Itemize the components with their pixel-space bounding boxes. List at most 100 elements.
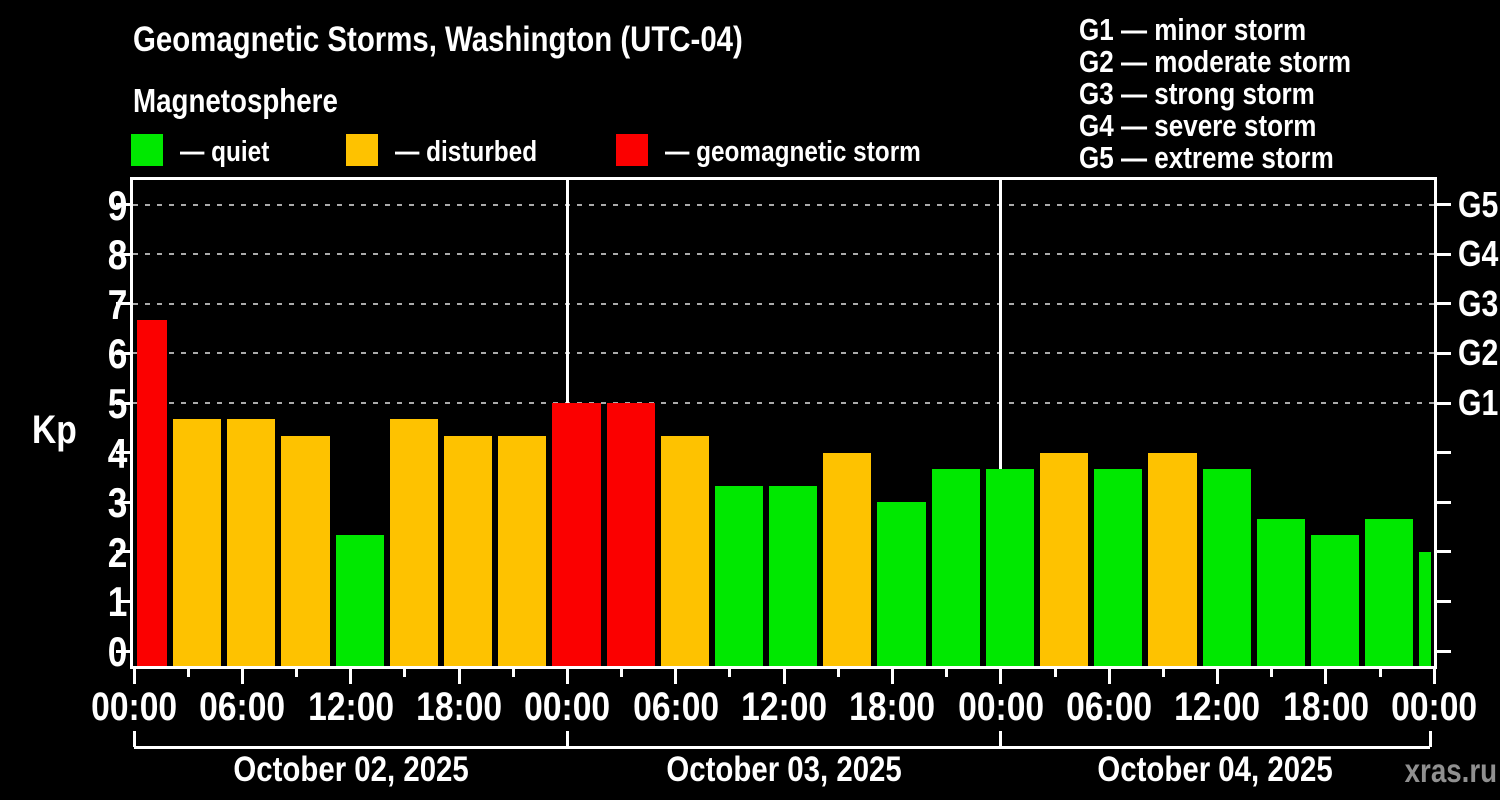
x-axis-minor-tick	[1161, 669, 1165, 677]
date-label-text: October 02, 2025	[233, 750, 469, 789]
right-axis-tick	[1437, 203, 1451, 207]
y-axis-tick	[116, 302, 130, 306]
x-axis-minor-tick	[620, 669, 624, 677]
y-axis-tick-label-text: 7	[107, 280, 127, 328]
kp-bar	[281, 436, 330, 666]
x-axis-major-tick	[782, 669, 786, 684]
storm-legend-label: — geomagnetic storm	[665, 136, 970, 169]
x-axis-major-tick	[891, 669, 895, 684]
x-axis-minor-tick	[1053, 669, 1057, 677]
y-axis-tick	[116, 252, 130, 256]
x-axis-tick-label: 00:00	[931, 685, 1071, 730]
date-label: October 04, 2025	[995, 750, 1435, 790]
kp-bar	[769, 485, 818, 666]
kp-bar	[389, 419, 438, 666]
g3-legend-item: G3 — strong storm	[1079, 78, 1360, 110]
gridline-kp8	[133, 253, 1434, 256]
kp-bar	[714, 485, 764, 666]
right-axis-tick	[1437, 401, 1451, 405]
date-bracket	[134, 746, 1430, 749]
kp-bar	[660, 436, 709, 666]
g4-legend-text: G4 — severe storm	[1079, 108, 1317, 143]
y-axis-tick-label: 1	[57, 578, 127, 626]
disturbed-legend-label: — disturbed	[395, 136, 564, 169]
y-axis-tick-label-text: 4	[107, 429, 127, 477]
x-axis-tick-label: 00:00	[64, 685, 204, 730]
g1-legend-text: G1 — minor storm	[1079, 12, 1307, 47]
x-axis-tick-label-text: 12:00	[307, 685, 394, 729]
x-axis-major-tick	[240, 669, 244, 684]
g2-legend-item: G2 — moderate storm	[1079, 46, 1403, 78]
g2-legend-text: G2 — moderate storm	[1079, 44, 1352, 79]
storm-legend-label-text: — geomagnetic storm	[665, 136, 921, 168]
g3-legend-text: G3 — strong storm	[1079, 76, 1315, 111]
y-axis-tick-label-text: 9	[107, 181, 127, 229]
page-title-text: Geomagnetic Storms, Washington (UTC-04)	[133, 20, 743, 59]
x-axis-major-tick	[132, 669, 136, 684]
quiet-legend-swatch	[131, 134, 163, 166]
y-axis-tick-label-text: 6	[107, 330, 127, 378]
date-bracket-tick	[565, 731, 569, 747]
right-axis-tick	[1437, 302, 1451, 306]
x-axis-tick-label-text: 00:00	[524, 685, 611, 729]
storm-legend-swatch	[616, 134, 648, 166]
x-axis-minor-tick	[728, 669, 732, 677]
kp-bar	[1202, 468, 1251, 666]
x-axis-tick-label: 00:00	[497, 685, 637, 730]
kp-bar	[227, 419, 276, 666]
date-label: October 03, 2025	[564, 750, 1004, 790]
y-axis-tick-label: 4	[57, 430, 127, 478]
x-axis-tick-label-text: 06:00	[632, 685, 719, 729]
y-axis-tick	[116, 649, 130, 653]
kp-bar	[1419, 551, 1432, 666]
y-axis-tick-label: 7	[57, 281, 127, 329]
x-axis-minor-tick	[511, 669, 515, 677]
x-axis-minor-tick	[1270, 669, 1274, 677]
right-axis-tick	[1437, 451, 1451, 455]
x-axis-minor-tick	[186, 669, 190, 677]
y-axis-tick-label-text: 0	[107, 628, 127, 675]
right-axis-tick	[1437, 500, 1451, 504]
y-axis-tick-label: 2	[57, 529, 127, 577]
x-axis-tick-label: 06:00	[606, 685, 746, 730]
x-axis-minor-tick	[945, 669, 949, 677]
chart-subtitle: Magnetosphere	[133, 82, 377, 120]
x-axis-major-tick	[1216, 669, 1220, 684]
disturbed-legend-swatch	[346, 134, 378, 166]
x-axis-tick-label: 12:00	[1148, 685, 1288, 730]
x-axis-tick-label-text: 00:00	[91, 685, 177, 729]
x-axis-tick-label-text: 06:00	[1066, 685, 1153, 729]
kp-bar	[1148, 452, 1197, 666]
x-axis-major-tick	[349, 669, 353, 684]
date-label-text: October 03, 2025	[666, 750, 902, 789]
g-scale-tick-label: G5	[1458, 184, 1500, 226]
x-axis-tick-label: 18:00	[389, 685, 529, 730]
y-axis-tick-label: 0	[57, 628, 127, 676]
x-axis-tick-label-text: 12:00	[1174, 685, 1261, 729]
y-axis-tick-label-text: 8	[107, 231, 127, 279]
quiet-legend-label-text: — quiet	[180, 136, 270, 168]
x-axis-major-tick	[565, 669, 569, 684]
x-axis-minor-tick	[1378, 669, 1382, 677]
x-axis-tick-label: 18:00	[1256, 685, 1396, 730]
right-axis-tick	[1437, 252, 1451, 256]
g-scale-tick-label: G4	[1458, 233, 1500, 275]
kp-bar	[552, 403, 601, 666]
g-scale-tick-label-text: G1	[1458, 382, 1499, 423]
kp-bar	[1256, 518, 1305, 666]
gridline-kp6	[133, 352, 1434, 355]
y-axis-tick-label: 6	[57, 330, 127, 378]
kp-bar	[1365, 518, 1414, 666]
x-axis-tick-label: 18:00	[823, 685, 963, 730]
watermark: xras.ru	[1387, 752, 1497, 790]
x-axis-major-tick	[1432, 669, 1436, 684]
gridline-kp9	[133, 203, 1434, 206]
y-axis-tick-label-text: 1	[107, 578, 127, 626]
g1-legend-item: G1 — minor storm	[1079, 14, 1349, 46]
kp-bar	[498, 436, 547, 666]
y-axis-tick	[116, 599, 130, 603]
right-axis-tick	[1437, 649, 1451, 653]
date-label: October 02, 2025	[131, 750, 571, 790]
y-axis-tick	[116, 203, 130, 207]
y-axis-tick-label: 3	[57, 479, 127, 527]
